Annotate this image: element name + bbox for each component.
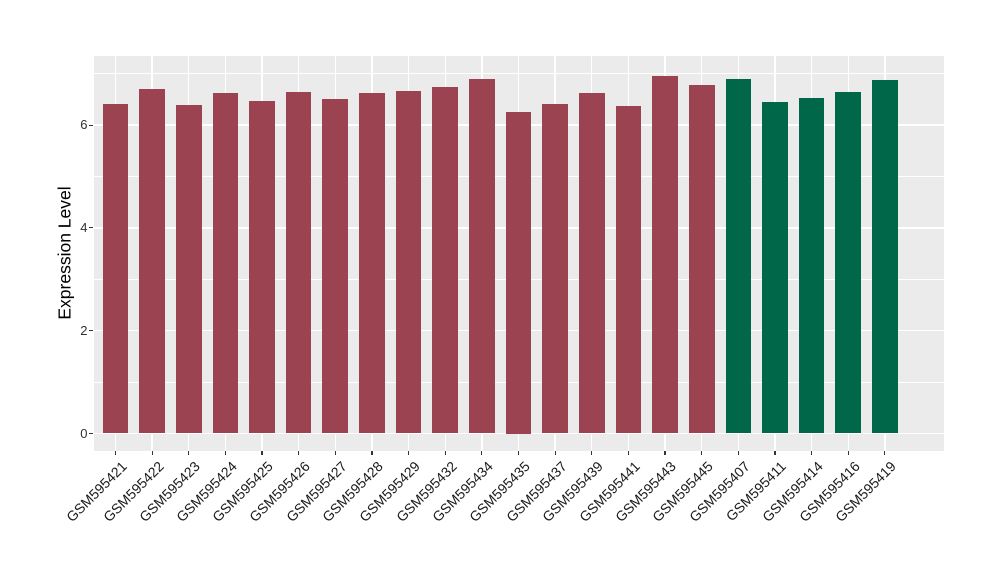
y-axis-title: Expression Level	[54, 186, 75, 320]
bar-GSM595441	[615, 105, 642, 434]
bar-GSM595432	[432, 86, 459, 434]
bar-GSM595428	[359, 93, 385, 434]
bar-GSM595434	[469, 79, 495, 434]
bar-GSM595419	[872, 80, 898, 434]
bar-GSM595414	[798, 98, 825, 434]
x-tick-mark	[371, 451, 373, 455]
y-tick-mark	[89, 330, 94, 332]
bar-GSM595424	[212, 93, 239, 434]
x-tick-mark	[701, 451, 703, 455]
x-tick-mark	[298, 451, 300, 455]
x-tick-mark	[847, 451, 849, 455]
plot-panel	[93, 56, 944, 451]
x-tick-mark	[664, 451, 666, 455]
x-tick-mark	[554, 451, 556, 455]
x-tick-mark	[151, 451, 153, 455]
x-tick-mark	[224, 451, 226, 455]
bar-GSM595411	[762, 101, 788, 434]
bar-GSM595435	[505, 112, 532, 434]
x-tick-mark	[407, 451, 410, 455]
bar-GSM595439	[578, 93, 605, 434]
y-tick-label: 6	[80, 117, 88, 133]
x-tick-mark	[737, 451, 739, 455]
bar-GSM595416	[835, 91, 862, 434]
bar-GSM595407	[725, 79, 752, 434]
bar-GSM595421	[102, 103, 129, 434]
bar-GSM595426	[285, 91, 312, 434]
y-tick-mark	[89, 432, 94, 435]
bar-GSM595443	[652, 75, 678, 434]
x-tick-mark	[627, 451, 629, 455]
x-tick-mark	[591, 451, 593, 455]
x-tick-mark	[261, 451, 263, 455]
bar-GSM595427	[322, 99, 349, 434]
bar-GSM595429	[395, 91, 422, 434]
x-tick-mark	[481, 451, 483, 455]
x-tick-mark	[444, 451, 446, 455]
bar-GSM595425	[249, 101, 275, 434]
y-tick-mark	[89, 227, 94, 229]
x-tick-mark	[334, 451, 336, 455]
bar-GSM595437	[542, 103, 568, 434]
bar-GSM595423	[175, 104, 202, 434]
bar-GSM595422	[139, 88, 165, 434]
x-tick-mark	[774, 451, 776, 455]
y-tick-label: 2	[80, 322, 88, 338]
x-tick-mark	[884, 451, 886, 455]
y-tick-label: 4	[80, 219, 88, 235]
y-tick-label: 0	[80, 425, 88, 441]
x-tick-mark	[114, 451, 117, 455]
x-tick-mark	[517, 451, 520, 455]
x-tick-mark	[188, 451, 190, 455]
x-tick-mark	[811, 451, 813, 455]
y-tick-mark	[89, 124, 94, 126]
bar-GSM595445	[688, 85, 715, 434]
